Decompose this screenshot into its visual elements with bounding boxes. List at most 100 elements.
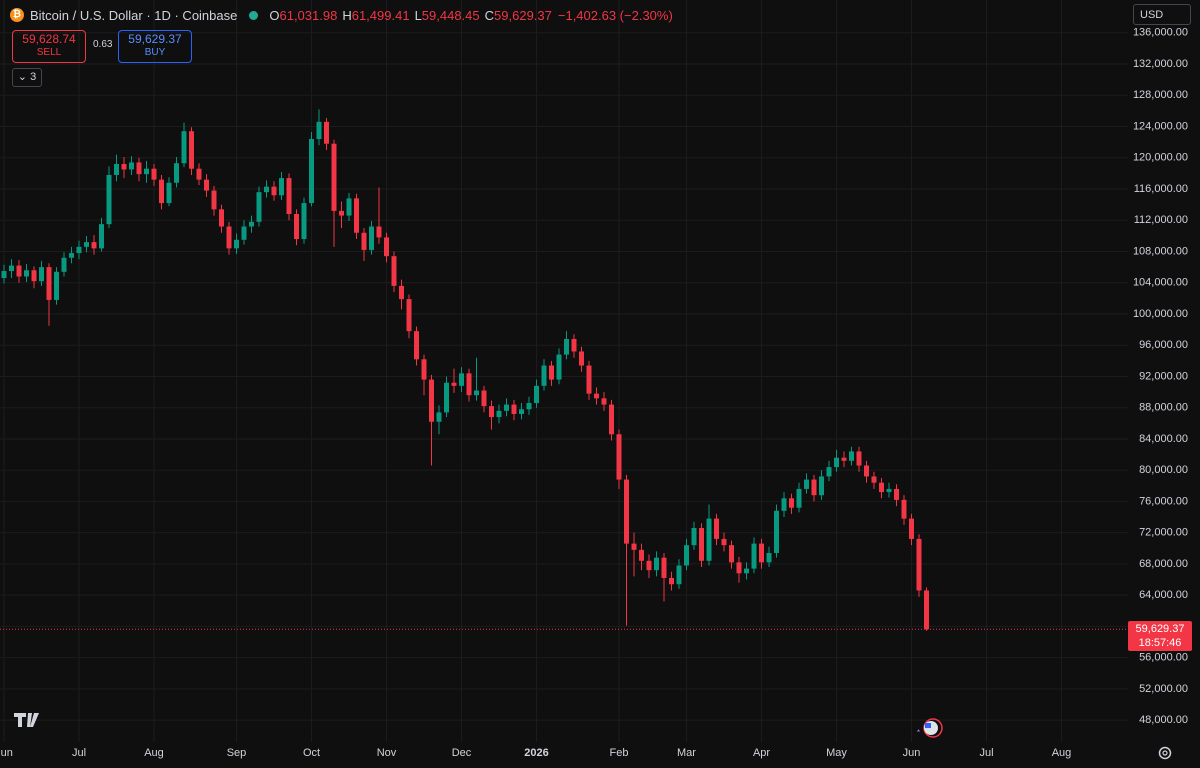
candle-body [639,549,644,561]
candle-body [151,168,157,180]
y-tick-label: 56,000.00 [1139,652,1188,664]
candle-body [54,271,59,300]
candle-body [204,179,209,191]
candle-body [121,164,127,170]
x-tick-label: May [826,747,847,759]
gear-ring [1158,746,1172,760]
chevron: ⌄ [17,71,31,83]
candle-body [9,265,14,272]
candle-body [99,224,104,249]
candle-body [706,518,712,561]
buy-button[interactable]: 59,629.37 BUY [118,30,192,63]
candle-body [916,538,922,591]
logo-shape [14,713,39,727]
candle-body [804,479,809,489]
candle-body [196,168,202,180]
candle-body [751,543,757,569]
candle-body [564,338,569,355]
indicators-toggle[interactable]: ⌄ 3 [12,68,42,87]
y-tick-label: 120,000.00 [1133,152,1188,164]
low-value: 59,448.45 [421,7,480,23]
sell-label: SELL [36,47,62,58]
candle-body [406,299,412,332]
y-tick-label: 92,000.00 [1139,370,1188,382]
x-tick-label: Dec [452,747,472,759]
y-tick-label: 104,000.00 [1133,277,1188,289]
candle-body [129,162,134,170]
candle-body [91,242,97,249]
candle-body [511,404,517,414]
indicator-count: 3 [30,71,37,83]
candle-body [721,538,727,546]
settings-gear[interactable] [1156,744,1174,762]
candle-body [361,232,367,250]
candle-body [676,565,682,585]
candle-body [864,465,869,477]
y-tick-label: 52,000.00 [1139,683,1188,695]
candle-body [181,131,187,164]
candle-body [399,285,404,300]
candle-body [654,557,659,571]
candle-body [316,121,322,140]
candle-body [1,271,7,279]
candle-body [241,226,247,240]
candle-body [774,510,779,553]
candle-body [834,457,839,468]
y-tick-label: 48,000.00 [1139,714,1188,726]
x-tick-label: Nov [377,747,397,759]
candle-body [736,562,742,574]
x-tick-label: 2026 [524,747,548,759]
candle-body [339,210,344,216]
buy-label: BUY [144,47,166,58]
candle-body [286,178,292,215]
currency-button[interactable]: USD [1133,4,1191,25]
y-tick-label: 72,000.00 [1139,527,1188,539]
candle-body [189,131,194,169]
candle-body [924,590,929,630]
buy-price: 59,629.37 [128,32,182,46]
y-tick-label: 100,000.00 [1133,308,1188,320]
candle-body [504,404,509,411]
candle-body [496,410,502,418]
candle-body [136,162,142,175]
candle-body [301,203,307,240]
change: −1,402.63 (−2.30%) [557,7,673,23]
low-label: L [414,7,422,23]
candle-body [594,393,599,399]
candle-body [429,379,434,422]
candle-body [46,267,52,300]
y-tick-label: 68,000.00 [1139,558,1188,570]
candle-body [459,373,464,386]
candle-body [166,182,172,204]
candle-body [909,518,914,539]
candle-body [279,178,284,196]
event-flag[interactable] [912,717,944,739]
candle-body [849,451,854,461]
candle-body [256,192,262,222]
symbol[interactable]: Bitcoin / U.S. Dollar · 1D · Coinbase [30,7,238,23]
candle-body [354,198,359,233]
candle-body [856,451,862,466]
candle-body [369,226,374,250]
candle-body [571,338,577,352]
candle-body [886,488,892,493]
candle-body [789,498,794,508]
candle-body [526,403,532,410]
candle-body [796,488,802,508]
y-tick-label: 116,000.00 [1134,183,1188,195]
tv-logo[interactable] [12,710,52,730]
candle-body [451,382,457,386]
candle-body [24,270,29,277]
y-tick-label: 64,000.00 [1139,589,1188,601]
y-tick-label: 80,000.00 [1139,464,1188,476]
y-tick-label: 84,000.00 [1139,433,1188,445]
candle-body [264,186,269,193]
y-tick-label: 88,000.00 [1139,402,1188,414]
y-tick-label: 132,000.00 [1133,58,1188,70]
candle-body [489,406,494,418]
x-tick-label: Mar [677,747,696,759]
sell-button[interactable]: 59,628.74 SELL [12,30,86,63]
candle-body [391,256,397,286]
candle-body [39,267,44,282]
